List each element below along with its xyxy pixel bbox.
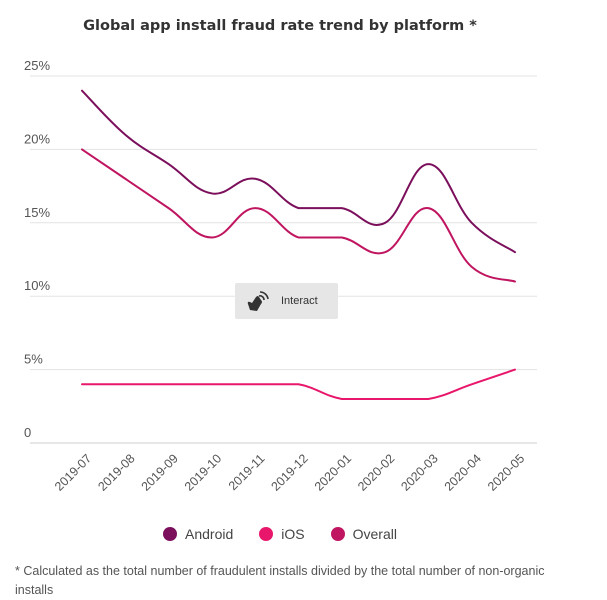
line-chart: 05%10%15%20%25% 2019-07 2019-08 2019-09 201… xyxy=(24,58,537,494)
interact-label: Interact xyxy=(281,295,318,307)
legend-label-android: Android xyxy=(185,526,234,542)
interact-button[interactable]: Interact xyxy=(235,283,338,319)
legend-label-ios: iOS xyxy=(281,526,305,542)
x-tick-label: 2019-11 xyxy=(226,451,268,493)
series-line-overall xyxy=(81,148,516,283)
x-tick-label: 2019-09 xyxy=(139,451,181,493)
y-tick-label: 0 xyxy=(24,425,31,440)
legend-item-ios[interactable]: iOS xyxy=(259,526,305,542)
x-tick-label: 2019-07 xyxy=(52,451,94,493)
y-tick-label: 25% xyxy=(24,58,50,73)
legend: Android iOS Overall xyxy=(0,526,560,542)
x-tick-label: 2019-12 xyxy=(269,451,311,493)
legend-item-overall[interactable]: Overall xyxy=(330,526,397,542)
y-tick-label: 5% xyxy=(24,352,43,367)
x-axis-ticks: 2019-07 2019-08 2019-09 2019-10 2019-11 2019-… xyxy=(52,451,527,493)
x-tick-label: 2020-01 xyxy=(312,451,354,493)
x-tick-label: 2020-03 xyxy=(398,451,440,493)
y-tick-label: 15% xyxy=(24,205,50,220)
legend-swatch-overall xyxy=(330,527,345,541)
x-tick-label: 2020-05 xyxy=(485,451,527,493)
legend-label-overall: Overall xyxy=(352,526,397,542)
series-layer xyxy=(81,89,516,400)
y-tick-label: 20% xyxy=(24,131,50,146)
x-tick-label: 2019-10 xyxy=(182,451,224,493)
x-tick-label: 2019-08 xyxy=(95,451,137,493)
y-axis-ticks: 0 5% 10% 15% 20% 25% xyxy=(24,58,50,440)
hand-pointer-icon xyxy=(247,291,269,311)
y-tick-label: 10% xyxy=(24,278,50,293)
legend-swatch-ios xyxy=(259,527,274,541)
legend-swatch-android xyxy=(163,527,178,541)
x-tick-label: 2020-04 xyxy=(442,451,484,493)
series-line-ios xyxy=(81,368,516,400)
chart-title: Global app install fraud rate trend by p… xyxy=(83,18,477,34)
x-tick-label: 2020-02 xyxy=(355,451,397,493)
footnote: * Calculated as the total number of frau… xyxy=(15,564,545,597)
series-line-android xyxy=(81,89,516,254)
legend-item-android[interactable]: Android xyxy=(163,526,233,542)
